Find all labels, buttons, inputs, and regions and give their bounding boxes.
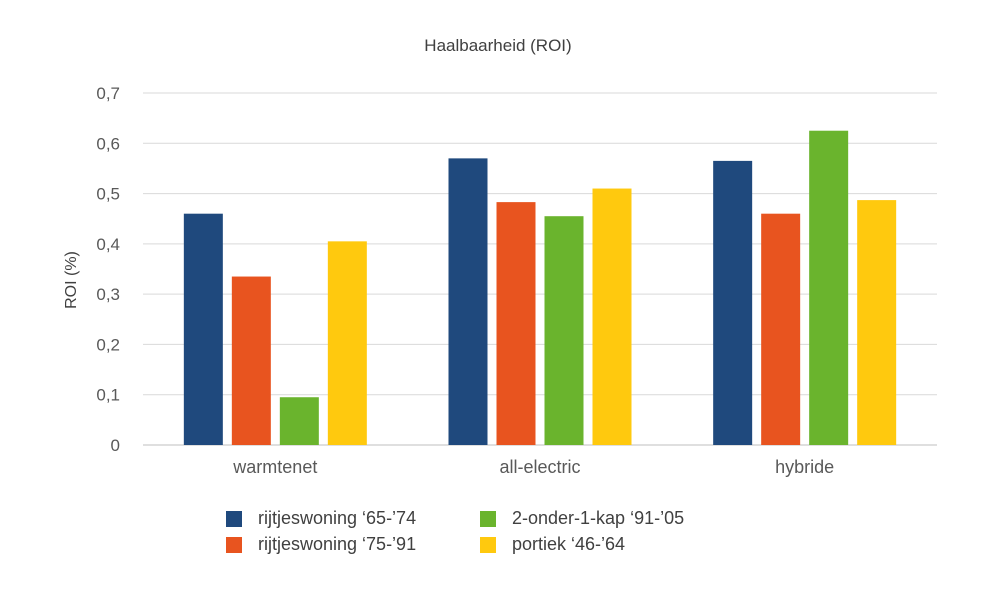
bar-0-3 [327, 241, 367, 445]
legend-item-series-1: rijtjeswoning ‘75-’91 [226, 534, 416, 555]
bar-1-3 [592, 188, 632, 446]
bar-0-0 [183, 213, 223, 445]
y-tick-label: 0,1 [96, 386, 120, 405]
legend-label-series-3: portiek ‘46-’64 [512, 534, 626, 554]
bar-0-2 [279, 397, 319, 445]
bar-1-1 [496, 202, 536, 445]
y-tick-label: 0,5 [96, 185, 120, 204]
y-tick-label: 0,7 [96, 84, 120, 103]
bar-2-1 [761, 213, 801, 445]
chart-title: Haalbaarheid (ROI) [424, 36, 572, 55]
y-tick-label: 0 [111, 436, 120, 455]
y-tick-label: 0,4 [96, 235, 120, 254]
legend-item-series-2: 2-onder-1-kap ‘91-’05 [480, 508, 684, 529]
legend-label-series-2: 2-onder-1-kap ‘91-’05 [512, 508, 685, 528]
bar-2-3 [857, 200, 897, 445]
legend-item-series-3: portiek ‘46-’64 [480, 534, 625, 555]
bar-2-2 [809, 130, 849, 445]
y-tick-label: 0,6 [96, 134, 120, 153]
legend-label-series-1: rijtjeswoning ‘75-’91 [258, 534, 417, 554]
bar-1-2 [544, 216, 584, 445]
legend-swatch-series-2 [480, 510, 496, 527]
legend-item-series-0: rijtjeswoning ‘65-’74 [226, 508, 416, 529]
legend-swatch-series-0 [226, 510, 242, 527]
y-axis-label: ROI (%) [63, 251, 80, 309]
legend-swatch-series-3 [480, 536, 496, 553]
x-tick-label: all-electric [499, 457, 580, 477]
y-tick-label: 0,3 [96, 285, 120, 304]
bar-0-1 [231, 276, 271, 445]
y-tick-label: 0,2 [96, 335, 120, 354]
bar-2-0 [713, 160, 753, 445]
legend-label-series-0: rijtjeswoning ‘65-’74 [258, 508, 417, 528]
bar-1-0 [448, 158, 488, 445]
x-tick-label: hybride [775, 457, 834, 477]
x-tick-label: warmtenet [232, 457, 317, 477]
legend-swatch-series-1 [226, 536, 242, 553]
